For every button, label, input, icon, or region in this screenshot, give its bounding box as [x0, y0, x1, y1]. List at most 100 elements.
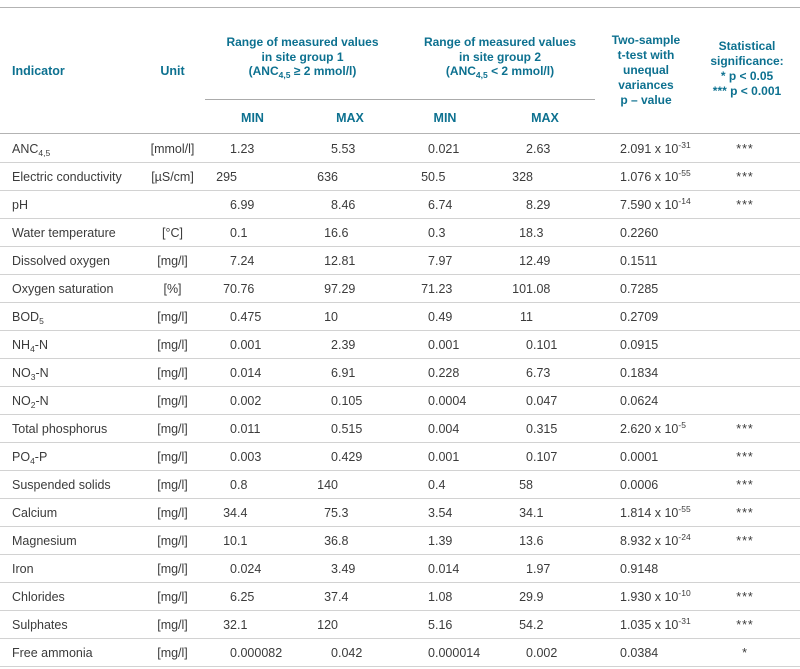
indicator-cell: Magnesium [12, 533, 77, 548]
site2-max-cell: 58 [490, 478, 600, 492]
p-value-cell: 2.091 x 10-31 [620, 139, 691, 156]
integer-part: 0 [331, 449, 338, 464]
integer-part: 6 [331, 365, 338, 380]
site2-max-cell: 0.047 [490, 394, 600, 408]
integer-part: 0 [331, 393, 338, 408]
site1-max-cell: 0.515 [300, 422, 400, 436]
site1-max-cell: 10 [300, 310, 400, 324]
unit-cell: [mg/l] [157, 533, 188, 548]
indicator-cell: NH4-N [12, 337, 48, 354]
site2-max-cell: 0.101 [490, 338, 600, 352]
p-value-cell: 1.076 x 10-55 [620, 167, 691, 184]
fraction-part: .105 [338, 393, 363, 408]
integer-part: 0 [428, 561, 435, 576]
integer-part: 3 [428, 505, 435, 520]
integer-part: 70 [223, 281, 237, 296]
integer-part: 0 [428, 337, 435, 352]
site1-min-cell: 6.99 [205, 198, 300, 212]
integer-part: 3 [331, 561, 338, 576]
fraction-part: .23 [237, 141, 255, 156]
table-row: Sulphates [mg/l] 32.1 120 5.16 54.2 1.035 x 10… [0, 611, 800, 639]
superscript: -24 [678, 531, 691, 542]
integer-part: 10 [223, 533, 237, 548]
unit-cell: [mg/l] [157, 309, 188, 324]
significance-cell: *** [736, 589, 754, 604]
table-row: Oxygen saturation [%] 70.76 97.29 71.23 101.0… [0, 275, 800, 303]
integer-part: 0 [526, 337, 533, 352]
fraction-part: .003 [237, 449, 262, 464]
indicator-cell: Oxygen saturation [12, 281, 114, 296]
site1-min-cell: 0.000082 [205, 646, 300, 660]
header-line: in site group 2 [458, 49, 541, 64]
column-header-ttest-pvalue: Two-sample t-test with unequal variances p –… [600, 33, 692, 108]
column-header-statistical-significance: Statistical significance: * p < 0.05 *** p … [703, 39, 791, 99]
integer-part: 0 [230, 477, 237, 492]
unit-cell: [mmol/l] [150, 141, 195, 156]
fraction-part: .97 [435, 253, 453, 268]
unit-cell: [mg/l] [157, 645, 188, 660]
integer-part: 0 [428, 309, 435, 324]
significance-cell: *** [736, 169, 754, 184]
fraction-part: .6 [533, 533, 544, 548]
integer-part: 7 [230, 253, 237, 268]
fraction-part: .49 [338, 561, 356, 576]
site1-min-cell: 0.011 [205, 422, 300, 436]
significance-cell: *** [736, 505, 754, 520]
significance-cell: * [742, 645, 748, 660]
integer-part: 0 [230, 393, 237, 408]
column-header-unit: Unit [160, 64, 185, 78]
fraction-part: .4 [338, 589, 349, 604]
integer-part: 140 [317, 477, 338, 492]
p-value-cell: 0.2709 [620, 309, 659, 324]
header-line: (ANC4,5 < 2 mmol/l) [445, 64, 555, 80]
table-row: pH 6.99 8.46 6.74 8.29 7.590 x 10-14 *** [0, 191, 800, 219]
fraction-part [338, 170, 400, 184]
site2-min-cell: 0.3 [400, 226, 490, 240]
integer-part: 0 [331, 421, 338, 436]
integer-part: 0 [428, 421, 435, 436]
p-value-cell: 0.1511 [620, 253, 658, 268]
site1-max-cell: 16.6 [300, 226, 400, 240]
site2-min-cell: 6.74 [400, 198, 490, 212]
site1-max-cell: 140 [300, 478, 400, 492]
integer-part: 0 [428, 477, 435, 492]
header-line: Statistical [718, 39, 776, 53]
site1-min-cell: 0.001 [205, 338, 300, 352]
indicator-cell: Calcium [12, 505, 58, 520]
fraction-part: .8 [237, 477, 248, 492]
site1-min-cell: 0.475 [205, 310, 300, 324]
site1-min-cell: 6.25 [205, 590, 300, 604]
p-value-cell: 0.0006 [620, 477, 659, 492]
site1-min-cell: 0.003 [205, 450, 300, 464]
header-line: (ANC4,5 ≥ 2 mmol/l) [248, 64, 357, 80]
p-value-cell: 1.035 x 10-31 [620, 615, 691, 632]
fraction-part: .25 [237, 589, 255, 604]
site2-max-cell: 54.2 [490, 618, 600, 632]
p-value-cell: 7.590 x 10-14 [620, 195, 691, 212]
fraction-part: .23 [435, 281, 453, 296]
significance-cell: *** [736, 141, 754, 156]
significance-cell: *** [736, 617, 754, 632]
site1-min-cell: 70.76 [205, 282, 300, 296]
table-row: ANC4,5 [mmol/l] 1.23 5.53 0.021 2.63 2.091 x 1… [0, 135, 800, 163]
site1-max-cell: 12.81 [300, 254, 400, 268]
fraction-part: .6 [338, 225, 349, 240]
site1-min-cell: 10.1 [205, 534, 300, 548]
unit-cell: [mg/l] [157, 421, 188, 436]
integer-part: 0 [230, 561, 237, 576]
subscript: 3 [30, 371, 36, 382]
site1-min-cell: 0.8 [205, 478, 300, 492]
integer-part: 0 [230, 337, 237, 352]
header-line: in site group 1 [261, 49, 344, 64]
fraction-part: .46 [338, 197, 356, 212]
table-row: Iron [mg/l] 0.024 3.49 0.014 1.97 0.9148 [0, 555, 800, 583]
integer-part: 10 [324, 309, 338, 324]
indicator-cell: BOD5 [12, 309, 44, 326]
superscript: -14 [678, 195, 691, 206]
fraction-part: .9 [533, 589, 544, 604]
unit-cell: [mg/l] [157, 617, 188, 632]
fraction-part: .1 [237, 617, 248, 632]
integer-part: 0 [230, 309, 237, 324]
site1-max-cell: 0.105 [300, 394, 400, 408]
fraction-part [338, 310, 400, 324]
